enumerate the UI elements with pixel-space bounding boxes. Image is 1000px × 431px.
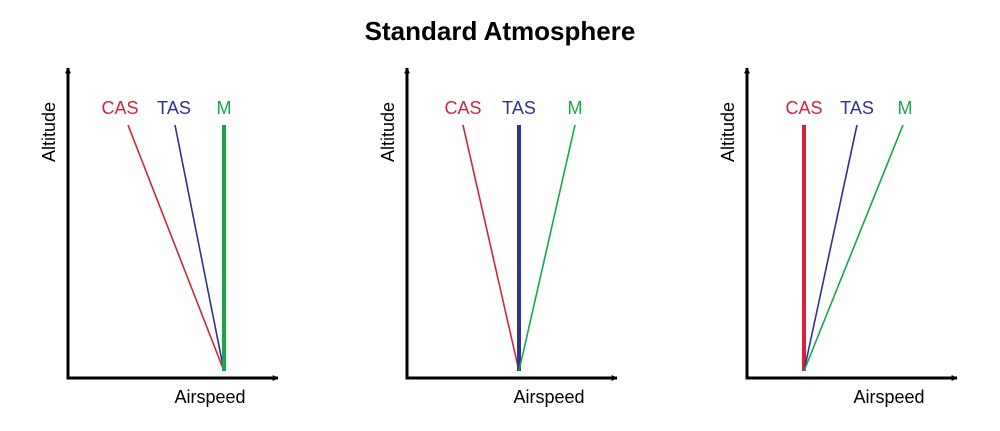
x-axis-label: Airspeed bbox=[513, 387, 584, 407]
speed-line bbox=[518, 124, 576, 372]
panel: Altitude Airspeed CAS TAS M bbox=[718, 67, 958, 407]
line-label: TAS bbox=[157, 98, 191, 118]
title: Standard Atmosphere bbox=[365, 16, 636, 46]
y-axis-label: Altitude bbox=[718, 102, 738, 162]
speed-line bbox=[174, 124, 225, 372]
line-label: TAS bbox=[840, 98, 874, 118]
speed-line bbox=[803, 124, 904, 372]
speed-line bbox=[803, 124, 858, 372]
speed-line bbox=[127, 124, 225, 372]
panel: Altitude Airspeed CAS TAS M bbox=[39, 67, 279, 407]
line-label: M bbox=[568, 98, 583, 118]
line-label: CAS bbox=[785, 98, 822, 118]
x-axis-label: Airspeed bbox=[174, 387, 245, 407]
line-label: TAS bbox=[502, 98, 536, 118]
line-label: M bbox=[217, 98, 232, 118]
line-label: CAS bbox=[444, 98, 481, 118]
line-label: M bbox=[898, 98, 913, 118]
y-axis-label: Altitude bbox=[39, 102, 59, 162]
x-axis-label: Airspeed bbox=[853, 387, 924, 407]
speed-line bbox=[462, 124, 520, 372]
panel: Altitude Airspeed CAS TAS M bbox=[378, 67, 618, 407]
y-axis-label: Altitude bbox=[378, 102, 398, 162]
line-label: CAS bbox=[101, 98, 138, 118]
